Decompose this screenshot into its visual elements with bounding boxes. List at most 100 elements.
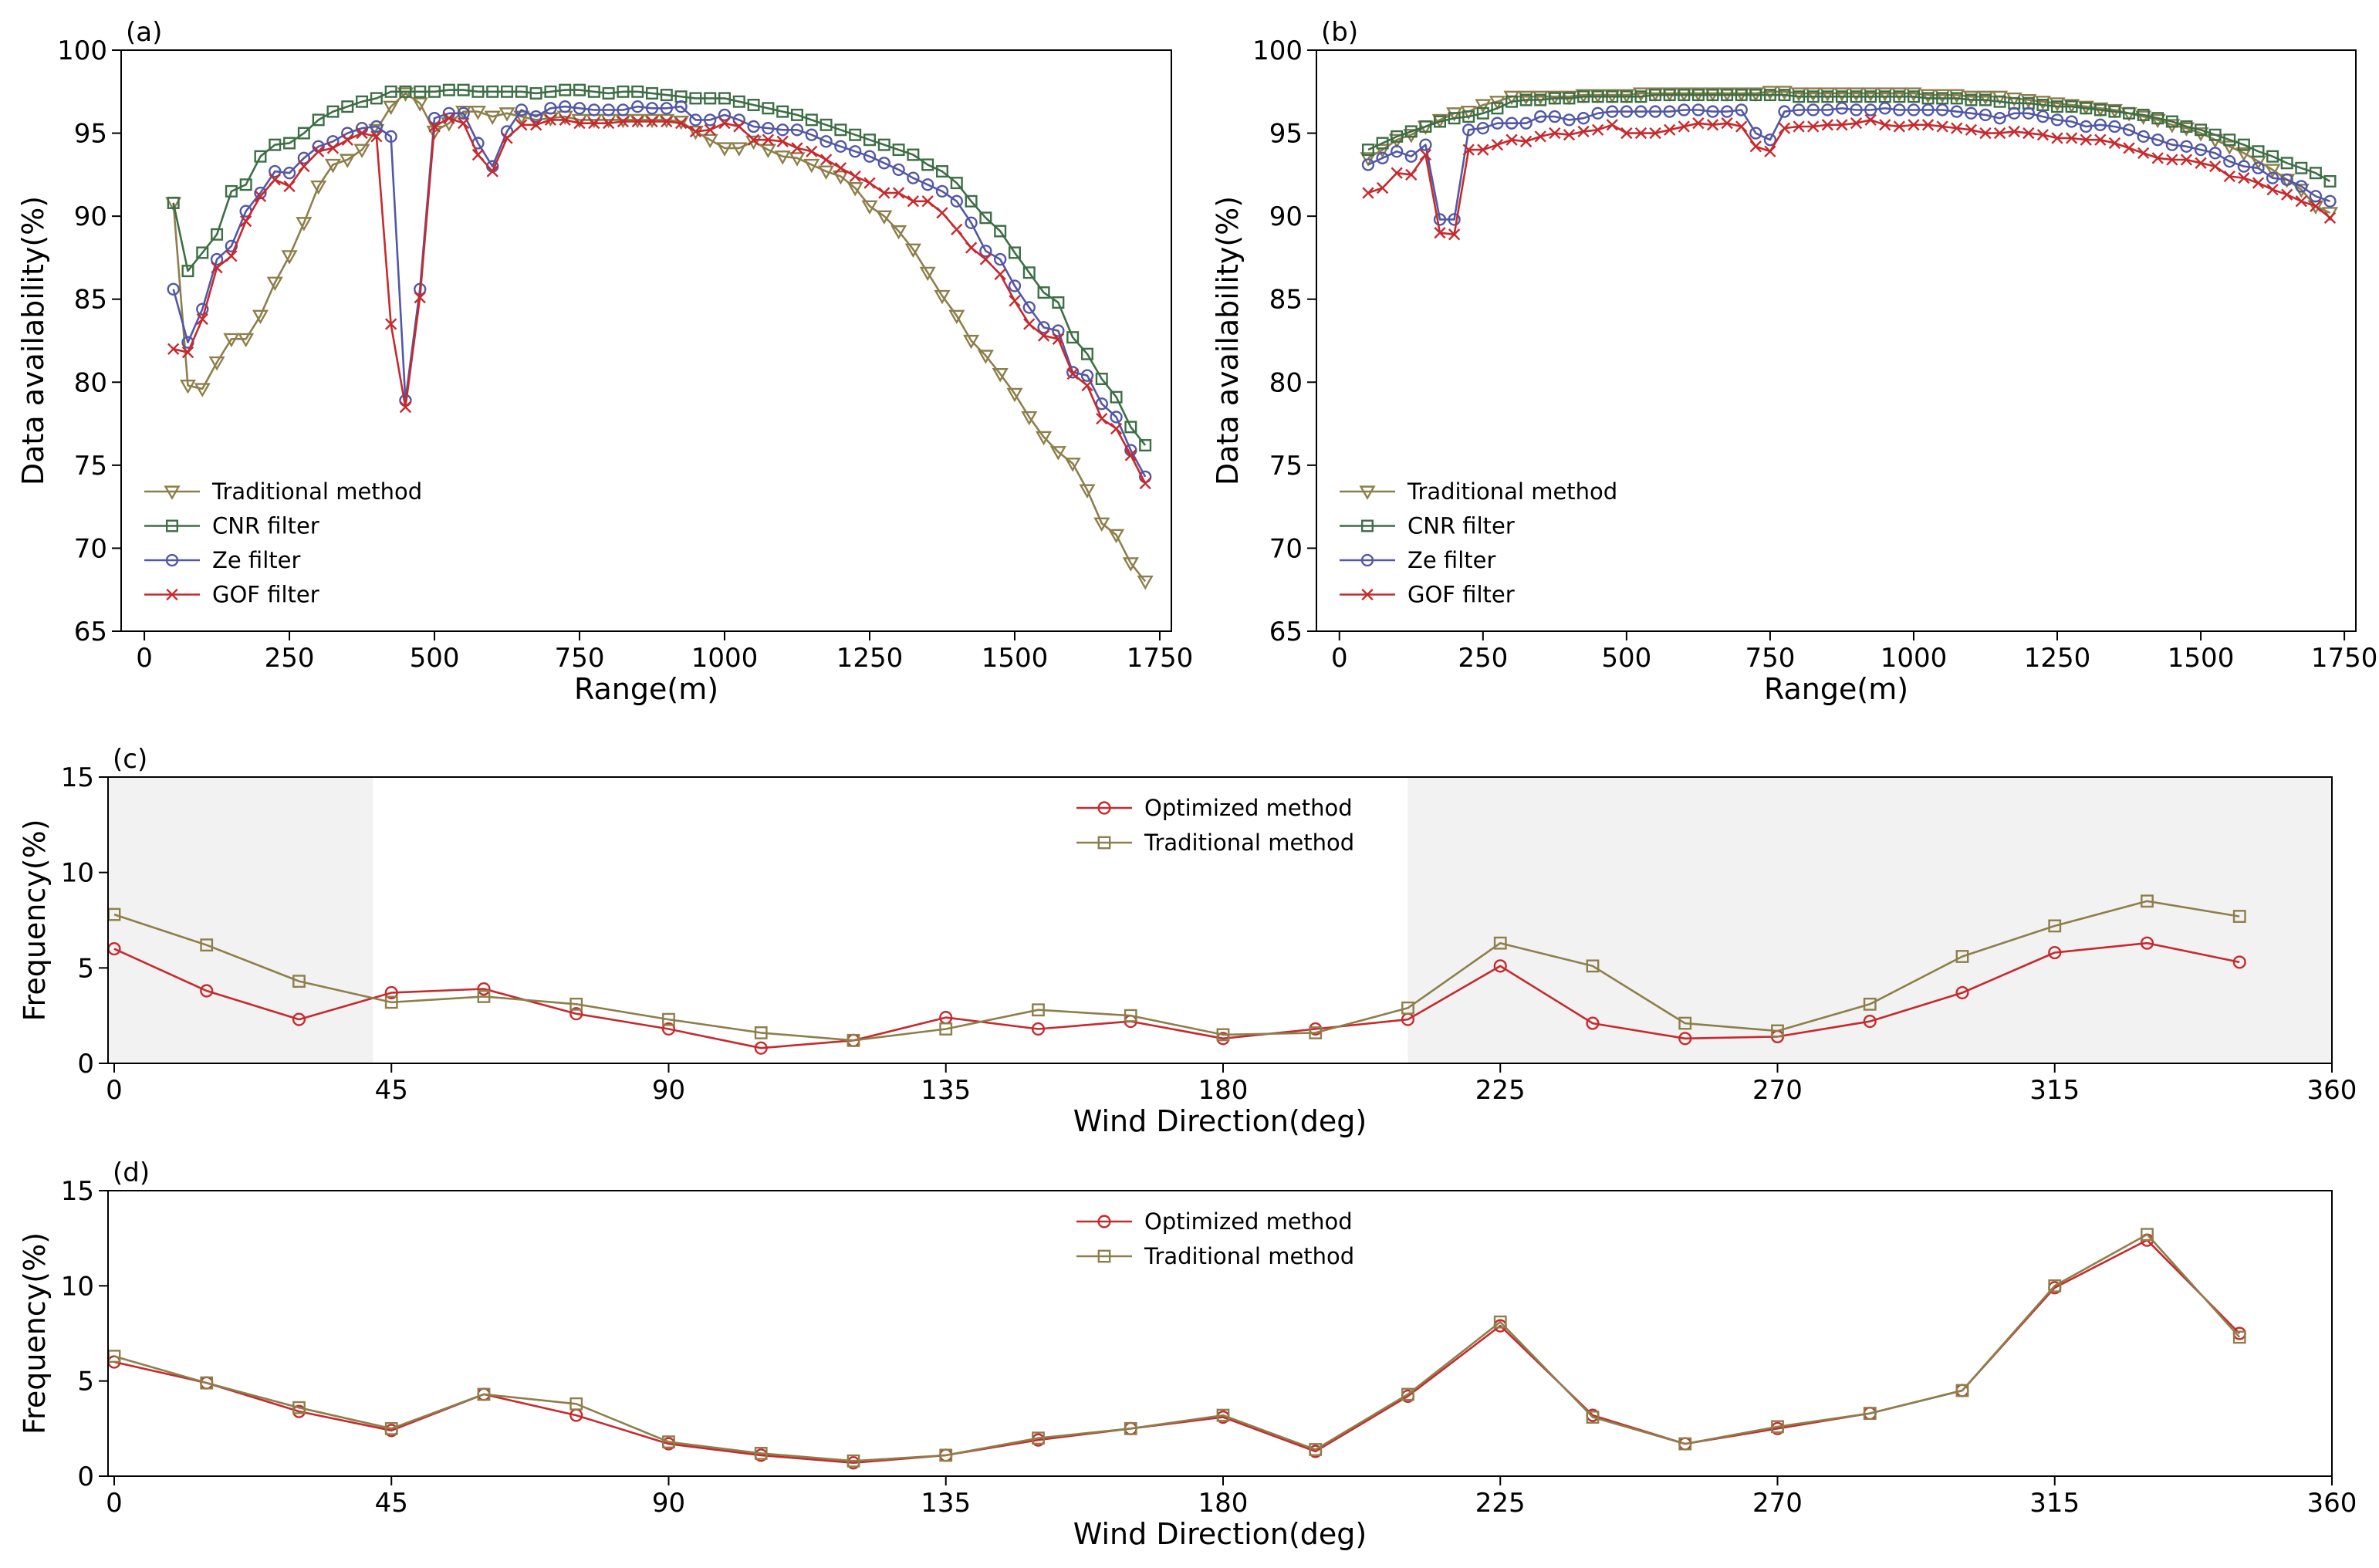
data-point [2093,103,2107,117]
x-tick-label: 250 [1458,643,1508,674]
data-point [617,115,630,128]
x-tick-label: 270 [1752,1075,1803,1106]
data-point [994,268,1006,281]
data-point [1066,367,1079,380]
data-point [1519,135,1532,147]
series-line [172,89,1147,446]
data-point [1951,122,1963,134]
data-point [1921,92,1935,105]
data-point [1475,99,1492,113]
data-point [1821,103,1834,117]
data-point [1374,144,1391,159]
x-tick-label: 1500 [2168,643,2235,674]
data-point [2080,102,2093,115]
x-tick-label: 250 [265,643,315,674]
data-point [747,133,760,146]
legend-label: CNR filter [1407,513,1515,539]
data-point [704,123,716,136]
data-point [1549,127,1561,140]
plot-frame [120,49,1172,632]
data-point [2252,161,2265,174]
data-point [341,133,353,146]
data-point [2022,106,2035,120]
data-point [457,106,470,120]
data-point [1049,446,1066,461]
data-point [283,180,296,193]
data-point [2232,1330,2246,1344]
data-point [1586,959,1600,973]
data-point [1805,87,1822,102]
data-point [762,133,775,146]
data-point [1391,145,1404,158]
data-point [1778,122,1791,134]
data-point [1216,1028,1230,1042]
data-point [1620,105,1634,118]
data-point [776,105,789,118]
data-point [1678,1016,1692,1030]
y-axis-label: Frequency(%) [18,819,52,1021]
data-point [2137,147,2150,160]
data-point [754,1446,768,1460]
data-point [326,105,340,118]
data-point [1534,130,1546,143]
data-point [1735,120,1748,133]
data-point [1908,119,1920,131]
data-point [2151,112,2164,125]
data-point [2048,1279,2062,1293]
data-point [569,1007,583,1021]
data-point [1965,93,1978,106]
data-point [1404,125,1418,138]
data-point [1066,366,1080,379]
panel-c: 0 45 90 135 180 225 270 315 360 0 5 10 15 Wind Direct… [18,744,2357,1138]
data-point [1361,144,1374,157]
data-point [353,144,370,159]
data-point [2108,120,2121,133]
data-point [994,225,1007,238]
data-point [762,102,775,115]
data-point [1405,168,1418,181]
data-point [238,333,255,348]
data-point [1807,120,1820,133]
data-point [1433,213,1447,226]
x-tick-label: 180 [1198,1075,1249,1106]
y-tick-label: 5 [77,953,94,984]
x-tick-label: 750 [555,643,605,674]
data-point [252,309,269,325]
data-point [1762,86,1779,100]
data-point [1735,103,1748,117]
data-point [1563,129,1576,141]
data-point [1878,90,1891,103]
legend: Traditional method CNR filter Ze filter GOF… [144,478,422,608]
data-point [1678,1032,1692,1046]
data-point [384,985,398,1000]
data-point [397,87,414,102]
data-point [486,165,498,177]
data-point [1534,93,1547,106]
data-point [2036,98,2050,111]
data-point [1376,181,1389,194]
data-point [1448,228,1461,241]
data-point [2122,123,2136,137]
data-point [1893,90,1906,103]
data-point [2232,910,2246,923]
data-point [442,83,455,96]
data-point [1391,167,1403,179]
data-point [2252,177,2265,189]
data-point [1563,92,1576,105]
data-point [559,113,571,127]
data-point [661,115,673,128]
data-point [1008,279,1022,292]
x-tick-label: 90 [652,1075,685,1106]
y-tick-label: 70 [74,533,107,564]
data-point [849,145,862,158]
data-point [1692,117,1705,130]
data-point [1979,108,1992,122]
data-point [427,112,441,125]
data-point [950,194,963,208]
data-point [1503,90,1520,106]
x-tick-label: 270 [1752,1488,1803,1519]
data-point [312,113,325,127]
data-point [2310,200,2322,212]
legend-label: Traditional method [1407,478,1617,505]
legend-marker [165,553,179,567]
